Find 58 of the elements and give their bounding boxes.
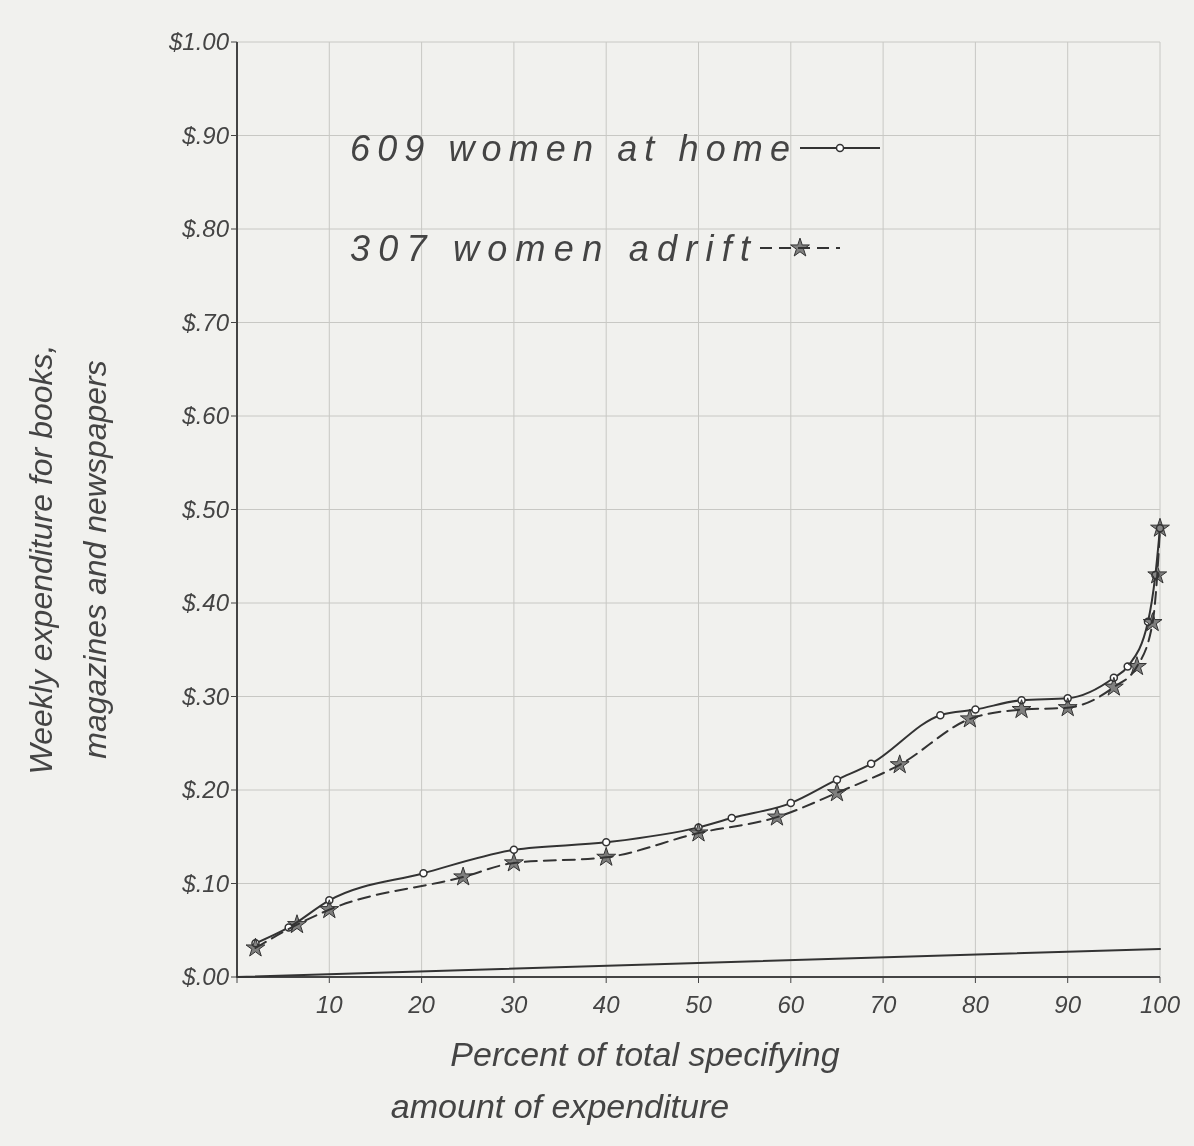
point [503, 852, 524, 872]
point [509, 845, 519, 855]
point [319, 899, 340, 919]
y-tick-label: $1.00 [167, 28, 230, 56]
y-tick-label: $.80 [181, 215, 230, 243]
y-tick-label: $.10 [181, 869, 230, 897]
y-tick-label: $.00 [181, 963, 230, 991]
point [866, 759, 876, 769]
y-tick-label: $.20 [181, 776, 230, 804]
x-tick-label: 70 [869, 991, 898, 1018]
y-tick-label: $.40 [181, 589, 230, 617]
point [287, 914, 307, 934]
point [596, 846, 617, 866]
point [245, 937, 266, 957]
x-tick-label: 60 [777, 991, 805, 1018]
point [971, 705, 980, 714]
point [1103, 676, 1124, 696]
point [1011, 699, 1032, 719]
point [601, 838, 611, 847]
point [1057, 697, 1078, 717]
point [767, 806, 787, 826]
y-tick-label: $.50 [181, 495, 230, 523]
x-tick-label: 20 [407, 991, 436, 1018]
point [419, 868, 428, 878]
x-tick-label: 80 [962, 991, 990, 1018]
point [1150, 517, 1170, 537]
y-tick-label: $.90 [181, 121, 230, 149]
point [959, 708, 980, 728]
x-tick-label: 50 [685, 991, 713, 1018]
y-tick-label: $.30 [181, 682, 230, 710]
point [688, 822, 709, 842]
point [325, 896, 334, 905]
y-axis-title: Weekly expenditure for books, magazines and newspapers [23, 344, 113, 775]
point [889, 754, 910, 774]
y-tick-label: $.70 [181, 308, 230, 336]
point [1127, 656, 1147, 676]
point [1017, 695, 1026, 705]
point [832, 775, 842, 784]
point [1109, 673, 1119, 683]
x-tick-label: 90 [1054, 991, 1082, 1018]
legend-label: 609 women at home [350, 127, 790, 169]
point [1147, 564, 1168, 584]
x-tick-label: 40 [592, 991, 621, 1018]
x-tick-label: 30 [500, 991, 528, 1018]
point [936, 710, 945, 720]
x-tick-label: 10 [315, 991, 344, 1018]
point [453, 866, 474, 886]
y-tick-label: $.60 [181, 402, 230, 430]
point [694, 823, 703, 832]
point [827, 782, 847, 802]
legend-label: 307 women adrift [350, 227, 752, 269]
point [1123, 662, 1132, 671]
x-tick-label: 100 [1139, 991, 1181, 1018]
point [786, 798, 796, 808]
point [727, 813, 736, 823]
point [1063, 694, 1072, 703]
point [1142, 612, 1163, 632]
x-axis-title: Percent of total specifying amount of expenditure [390, 1035, 840, 1125]
